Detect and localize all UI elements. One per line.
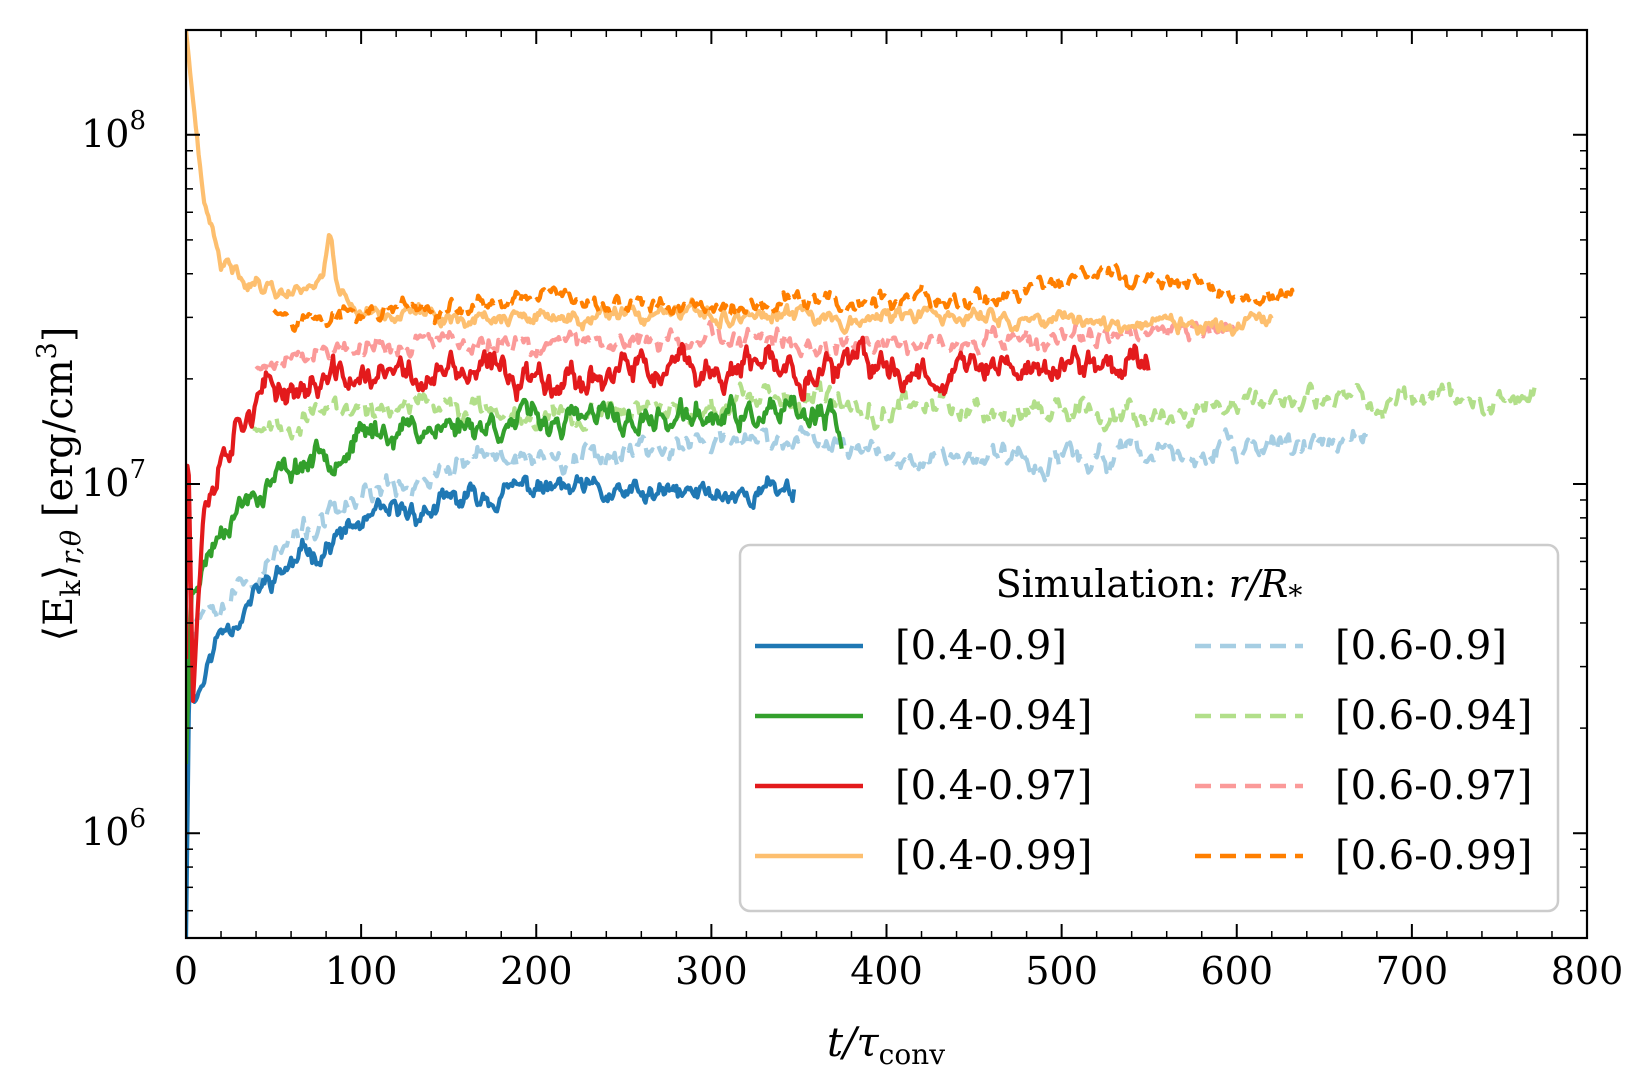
legend-title: Simulation: r/R* <box>996 562 1303 612</box>
legend-label: [0.4-0.97] <box>895 763 1092 809</box>
y-axis-label-sub2: r,θ <box>56 530 87 565</box>
x-tick-label: 800 <box>1551 949 1624 993</box>
y-axis-label-unit-close: ] <box>36 327 82 343</box>
legend-label: [0.4-0.9] <box>895 623 1067 669</box>
legend: Simulation: r/R* [0.4-0.9] [0.4-0.94] [0.4-… <box>738 543 1560 913</box>
plot-frame <box>184 28 1589 940</box>
series-line <box>186 335 1151 704</box>
series-layer <box>186 30 1537 938</box>
legend-label: [0.6-0.9] <box>1335 623 1507 669</box>
legend-label: [0.6-0.94] <box>1335 693 1532 739</box>
series-line <box>186 30 1274 337</box>
legend-box <box>738 543 1560 913</box>
legend-label: [0.6-0.99] <box>1335 833 1532 879</box>
series-line <box>251 380 1537 441</box>
x-tick-label: 200 <box>500 949 573 993</box>
y-axis-label-mid: ⟩ <box>36 565 82 581</box>
series-line <box>272 260 1296 333</box>
x-tick-label: 700 <box>1376 949 1449 993</box>
x-tick-label: 0 <box>174 949 198 993</box>
x-axis-label-main: t/τ <box>827 1020 880 1066</box>
y-axis-label-unit: [erg/cm <box>36 359 82 530</box>
x-tick-label: 500 <box>1025 949 1098 993</box>
series-line <box>186 474 797 938</box>
x-tick-label: 100 <box>325 949 398 993</box>
x-tick-label: 600 <box>1200 949 1273 993</box>
x-tick-label: 300 <box>675 949 748 993</box>
legend-label: [0.4-0.99] <box>895 833 1092 879</box>
series-line <box>186 393 844 765</box>
series-line <box>254 317 1237 372</box>
x-axis-label-sub: conv <box>879 1038 946 1071</box>
y-axis-label-sub1: k <box>56 580 87 597</box>
y-axis-label-unit-sup: 3 <box>32 342 63 359</box>
x-axis-label: t/τconv <box>827 1020 945 1071</box>
series-line <box>186 425 1370 678</box>
legend-label: [0.6-0.97] <box>1335 763 1532 809</box>
legend-label: [0.4-0.94] <box>895 693 1092 739</box>
y-axis-label-pre: ⟨E <box>36 597 82 642</box>
x-tick-label: 400 <box>850 949 923 993</box>
y-axis-label: ⟨Ek⟩r,θ [erg/cm3] <box>32 327 87 642</box>
